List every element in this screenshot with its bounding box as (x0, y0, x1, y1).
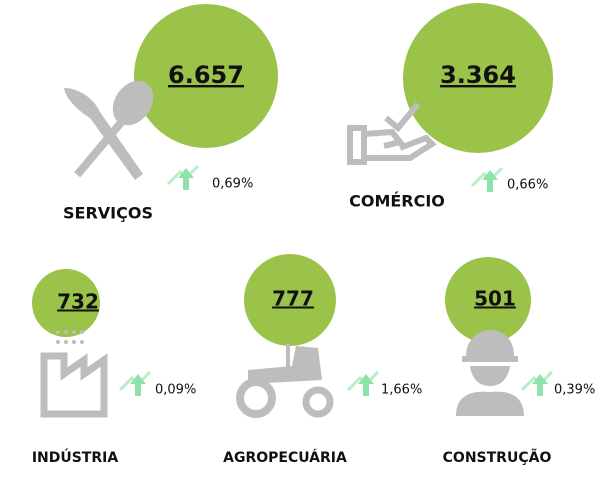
icon-worker (456, 330, 524, 416)
label: COMÉRCIO (349, 192, 445, 211)
change: 0,09% (155, 383, 196, 398)
icon-factory (40, 330, 108, 418)
value: 3.364 (440, 61, 516, 89)
circle (134, 4, 278, 148)
label: AGROPECUÁRIA (223, 449, 347, 466)
icon-cutlery (64, 80, 154, 180)
icon-hand (347, 102, 437, 165)
label: INDÚSTRIA (32, 448, 119, 466)
change: 0,66% (507, 178, 548, 193)
sector-construcao: 501 0,39% CONSTRUÇÃO (443, 257, 595, 466)
value: 501 (474, 287, 516, 311)
change: 1,66% (381, 383, 422, 398)
icon-tractor (236, 344, 334, 418)
sector-servicos: 6.657 0,69% SERVIÇOS (63, 4, 278, 223)
circle (244, 254, 336, 346)
change: 0,69% (212, 177, 253, 192)
circle (32, 269, 100, 337)
circle (445, 257, 531, 343)
sector-industria: 732 0,09% INDÚSTRIA (32, 269, 196, 466)
change: 0,39% (554, 383, 595, 398)
value: 6.657 (168, 61, 244, 89)
sector-comercio: 3.364 0,66% COMÉRCIO (347, 3, 553, 211)
value: 777 (272, 287, 314, 311)
label: CONSTRUÇÃO (443, 449, 552, 466)
circle (403, 3, 553, 153)
sector-agropecuaria: 777 1,66% AGROPECUÁRIA (223, 254, 422, 466)
value: 732 (57, 290, 99, 314)
label: SERVIÇOS (63, 204, 153, 223)
